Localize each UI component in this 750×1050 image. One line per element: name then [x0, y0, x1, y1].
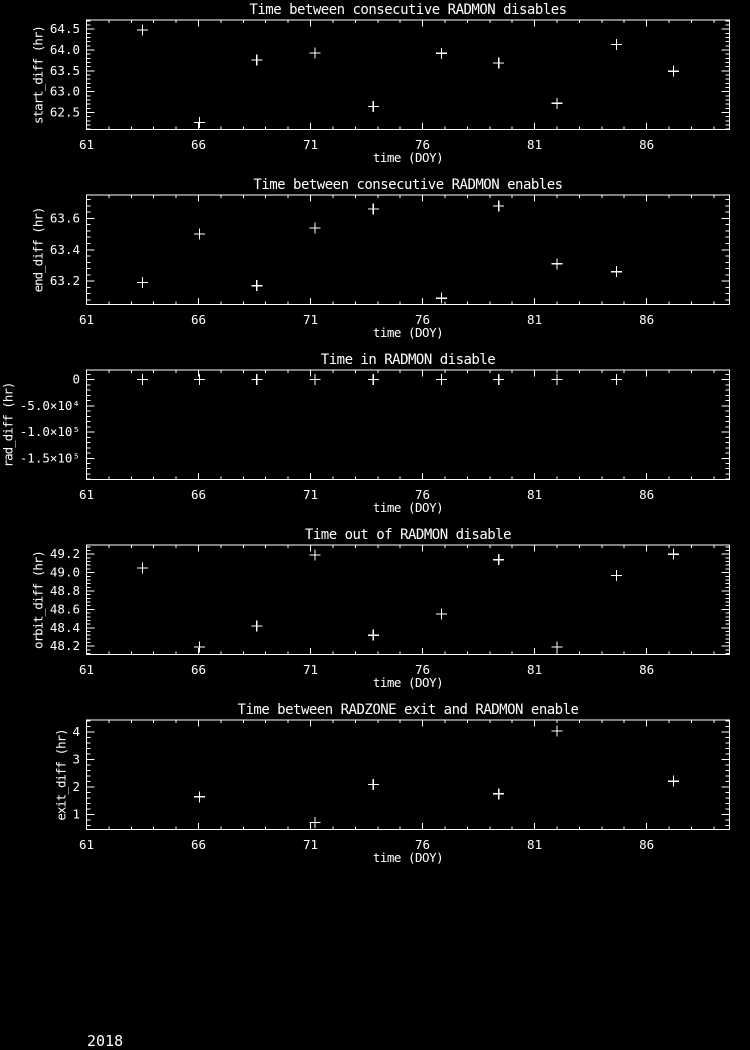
svg-text:81: 81 — [527, 837, 542, 852]
svg-text:86: 86 — [639, 837, 654, 852]
x-axis-label: time (DOY) — [372, 675, 444, 690]
chart-rad-diff: Time in RADMON disable rad_diff (hr) 61 6… — [0, 350, 750, 525]
svg-text:76: 76 — [415, 487, 430, 502]
svg-text:61: 61 — [79, 662, 94, 677]
svg-text:-1.0×10⁵: -1.0×10⁵ — [20, 424, 80, 439]
svg-text:48.8: 48.8 — [50, 583, 80, 598]
svg-text:76: 76 — [415, 662, 430, 677]
svg-text:64.0: 64.0 — [50, 42, 80, 57]
svg-text:61: 61 — [79, 137, 94, 152]
svg-text:48.6: 48.6 — [50, 601, 80, 616]
svg-text:48.2: 48.2 — [50, 638, 80, 653]
plot-area: 61 66 71 76 81 86 62.5 63.0 63.5 64.0 64.5 — [50, 19, 730, 152]
svg-text:71: 71 — [303, 137, 318, 152]
svg-text:66: 66 — [191, 137, 206, 152]
svg-text:48.4: 48.4 — [50, 620, 80, 635]
chart-title: Time between RADZONE exit and RADMON ena… — [237, 702, 579, 718]
svg-text:76: 76 — [415, 837, 430, 852]
svg-text:62.5: 62.5 — [50, 104, 80, 119]
svg-text:49.2: 49.2 — [50, 546, 80, 561]
chart-title: Time in RADMON disable — [320, 352, 496, 368]
svg-text:0: 0 — [72, 372, 80, 387]
svg-text:63.6: 63.6 — [50, 210, 80, 225]
svg-text:86: 86 — [639, 137, 654, 152]
svg-text:-5.0×10⁴: -5.0×10⁴ — [20, 398, 80, 413]
svg-text:66: 66 — [191, 662, 206, 677]
svg-text:64.5: 64.5 — [50, 21, 80, 36]
svg-text:63.5: 63.5 — [50, 63, 80, 78]
svg-text:81: 81 — [527, 312, 542, 327]
svg-text:71: 71 — [303, 837, 318, 852]
svg-text:76: 76 — [415, 137, 430, 152]
svg-text:86: 86 — [639, 312, 654, 327]
x-axis-label: time (DOY) — [372, 850, 444, 865]
plot-area: 61 66 71 76 81 86 48.2 48.4 48.6 48.8 49.0 49.2 — [50, 544, 730, 677]
chart-end-diff: Time between consecutive RADMON enables … — [0, 175, 750, 350]
svg-text:66: 66 — [191, 837, 206, 852]
x-axis-label: time (DOY) — [372, 325, 444, 340]
svg-text:1: 1 — [72, 806, 80, 821]
x-axis-label: time (DOY) — [372, 500, 444, 515]
plot-area: 61 66 71 76 81 86 0 -5.0×10⁴ -1.0×10⁵ -1.5×10⁵ — [20, 369, 730, 502]
svg-text:-1.5×10⁵: -1.5×10⁵ — [20, 450, 80, 465]
plot-area: 61 66 71 76 81 86 1 2 3 4 — [72, 719, 730, 852]
svg-text:66: 66 — [191, 487, 206, 502]
svg-text:63.2: 63.2 — [50, 273, 80, 288]
svg-text:86: 86 — [639, 662, 654, 677]
chart-start-diff: Time between consecutive RADMON disables… — [0, 0, 750, 175]
svg-text:71: 71 — [303, 312, 318, 327]
chart-exit-diff: Time between RADZONE exit and RADMON ena… — [0, 700, 750, 875]
svg-text:4: 4 — [72, 724, 80, 739]
chart-orbit-diff: Time out of RADMON disable orbit_diff (h… — [0, 525, 750, 700]
svg-text:49.0: 49.0 — [50, 565, 80, 580]
svg-text:81: 81 — [527, 662, 542, 677]
chart-title: Time between consecutive RADMON disables — [249, 2, 567, 18]
svg-text:76: 76 — [415, 312, 430, 327]
svg-text:66: 66 — [191, 312, 206, 327]
x-axis-label: time (DOY) — [372, 150, 444, 165]
svg-text:71: 71 — [303, 487, 318, 502]
svg-text:61: 61 — [79, 487, 94, 502]
footer-year: 2018 — [87, 1032, 124, 1050]
svg-text:71: 71 — [303, 662, 318, 677]
plot-area: 61 66 71 76 81 86 63.2 63.4 63.6 — [50, 194, 730, 327]
svg-text:2: 2 — [72, 779, 80, 794]
svg-text:61: 61 — [79, 837, 94, 852]
svg-text:86: 86 — [639, 487, 654, 502]
svg-text:63.4: 63.4 — [50, 242, 80, 257]
svg-text:3: 3 — [72, 752, 80, 767]
chart-title: Time between consecutive RADMON enables — [253, 177, 563, 193]
svg-text:61: 61 — [79, 312, 94, 327]
svg-text:63.0: 63.0 — [50, 84, 80, 99]
svg-text:81: 81 — [527, 137, 542, 152]
svg-text:81: 81 — [527, 487, 542, 502]
chart-title: Time out of RADMON disable — [304, 527, 512, 543]
